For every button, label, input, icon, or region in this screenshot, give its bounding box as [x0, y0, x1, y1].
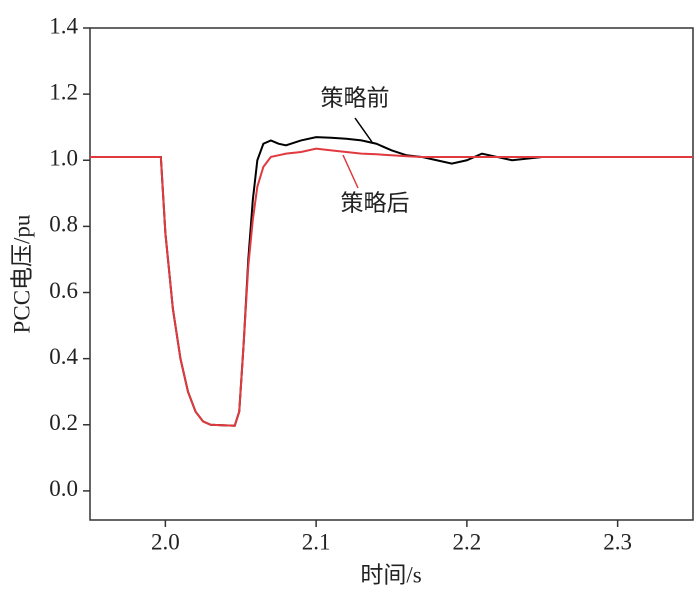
leader-line	[354, 117, 373, 143]
y-tick-label: 0.2	[49, 410, 78, 435]
series-line	[90, 136, 693, 427]
y-tick-label: 0.4	[49, 344, 78, 369]
y-axis-label: PCC电压/pu	[9, 214, 34, 333]
y-tick-label: 1.2	[49, 79, 78, 104]
x-axis-label: 时间/s	[360, 562, 421, 587]
y-tick-label: 0.6	[49, 278, 78, 303]
y-tick-label: 1.0	[49, 146, 78, 171]
y-tick-label: 0.8	[49, 212, 78, 237]
x-tick-label: 2.2	[453, 529, 482, 554]
series-line	[90, 147, 693, 427]
x-tick-label: 2.3	[603, 529, 632, 554]
annotation-after: 策略后	[341, 190, 410, 215]
plot-frame	[89, 27, 694, 521]
x-tick-label: 2.0	[151, 529, 180, 554]
y-tick-label: 1.4	[49, 13, 78, 38]
annotation-before: 策略前	[321, 85, 390, 110]
leader-line	[342, 154, 359, 189]
x-tick-label: 2.1	[302, 529, 331, 554]
y-tick-label: 0.0	[49, 476, 78, 501]
